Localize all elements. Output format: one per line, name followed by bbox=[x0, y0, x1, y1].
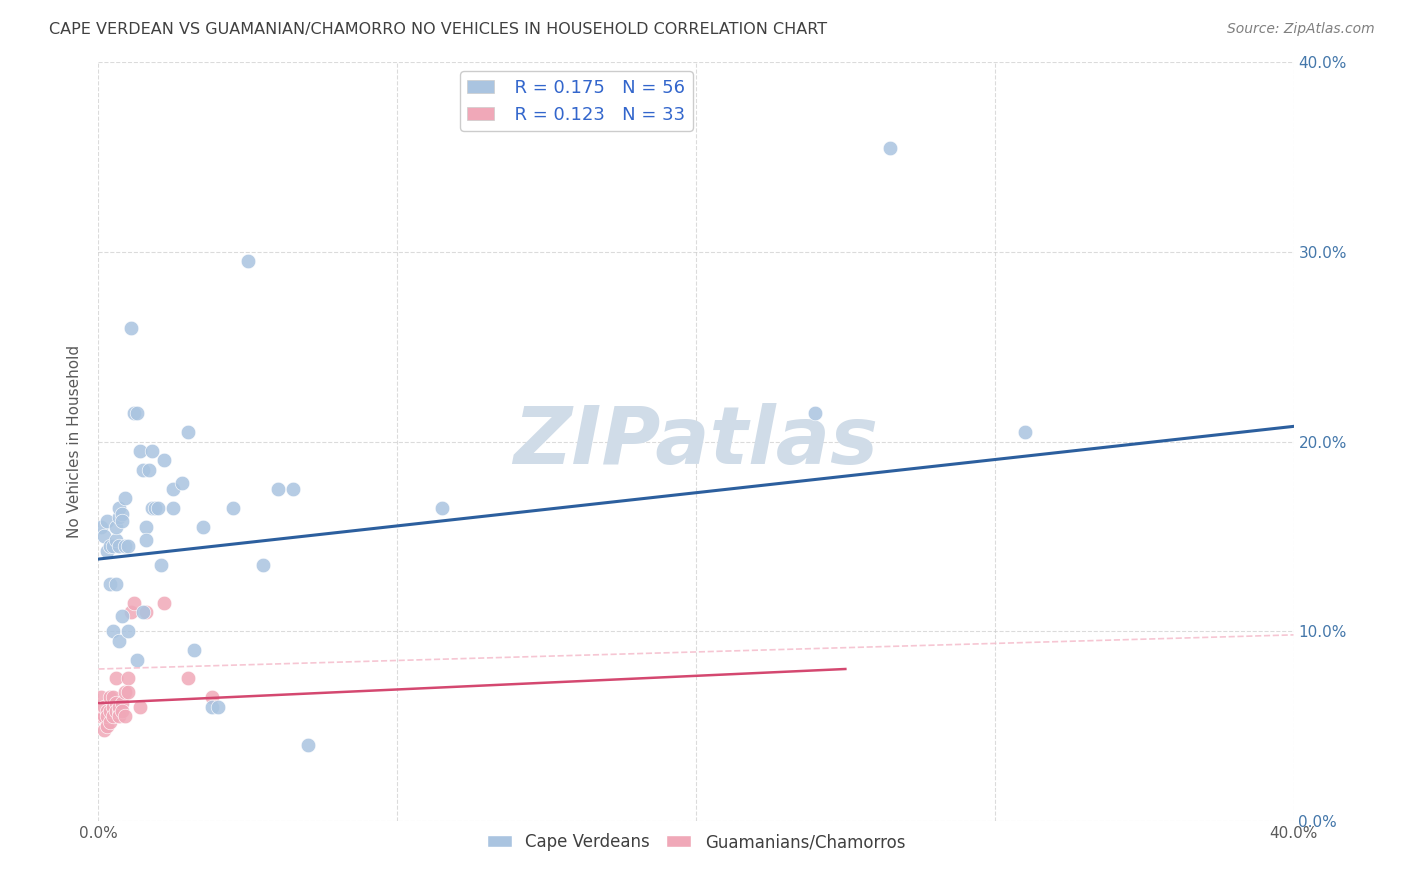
Point bbox=[108, 539, 131, 553]
Point bbox=[141, 500, 163, 515]
Point bbox=[120, 320, 142, 334]
Point bbox=[153, 596, 176, 610]
Point bbox=[105, 520, 128, 534]
Point bbox=[96, 544, 118, 558]
Point bbox=[132, 463, 155, 477]
Point bbox=[148, 500, 170, 515]
Point bbox=[105, 576, 128, 591]
Point bbox=[108, 510, 131, 524]
Point bbox=[114, 539, 136, 553]
Point bbox=[183, 643, 205, 657]
Point bbox=[111, 696, 134, 710]
Point bbox=[135, 533, 157, 548]
Point bbox=[114, 709, 136, 723]
Point bbox=[153, 453, 176, 467]
Point bbox=[96, 709, 118, 723]
Point bbox=[114, 491, 136, 506]
Point bbox=[120, 605, 142, 619]
Point bbox=[96, 719, 118, 733]
Point bbox=[90, 709, 112, 723]
Point bbox=[162, 482, 184, 496]
Point bbox=[201, 699, 224, 714]
Point bbox=[879, 141, 901, 155]
Point bbox=[108, 500, 131, 515]
Point bbox=[105, 672, 128, 686]
Legend: Cape Verdeans, Guamanians/Chamorros: Cape Verdeans, Guamanians/Chamorros bbox=[479, 827, 912, 858]
Point bbox=[804, 406, 827, 420]
Point bbox=[162, 500, 184, 515]
Text: Source: ZipAtlas.com: Source: ZipAtlas.com bbox=[1227, 22, 1375, 37]
Point bbox=[267, 482, 290, 496]
Point bbox=[117, 672, 139, 686]
Point bbox=[222, 500, 245, 515]
Point bbox=[103, 539, 125, 553]
Point bbox=[90, 690, 112, 705]
Point bbox=[96, 704, 118, 718]
Point bbox=[129, 699, 152, 714]
Point bbox=[1014, 425, 1036, 439]
Point bbox=[117, 624, 139, 639]
Point bbox=[127, 406, 149, 420]
Text: ZIPatlas: ZIPatlas bbox=[513, 402, 879, 481]
Point bbox=[108, 633, 131, 648]
Point bbox=[98, 539, 122, 553]
Point bbox=[93, 699, 115, 714]
Point bbox=[124, 406, 146, 420]
Point bbox=[98, 704, 122, 718]
Point bbox=[150, 558, 173, 572]
Point bbox=[117, 539, 139, 553]
Point bbox=[124, 596, 146, 610]
Point bbox=[90, 520, 112, 534]
Point bbox=[105, 696, 128, 710]
Point bbox=[135, 520, 157, 534]
Point bbox=[103, 624, 125, 639]
Point bbox=[108, 699, 131, 714]
Point bbox=[141, 444, 163, 458]
Point bbox=[108, 704, 131, 718]
Point bbox=[127, 652, 149, 666]
Point bbox=[98, 576, 122, 591]
Point bbox=[103, 690, 125, 705]
Point bbox=[111, 514, 134, 528]
Point bbox=[103, 699, 125, 714]
Point bbox=[117, 685, 139, 699]
Point bbox=[111, 704, 134, 718]
Text: CAPE VERDEAN VS GUAMANIAN/CHAMORRO NO VEHICLES IN HOUSEHOLD CORRELATION CHART: CAPE VERDEAN VS GUAMANIAN/CHAMORRO NO VE… bbox=[49, 22, 827, 37]
Point bbox=[98, 690, 122, 705]
Point bbox=[93, 529, 115, 543]
Point bbox=[105, 533, 128, 548]
Point bbox=[96, 514, 118, 528]
Point bbox=[201, 690, 224, 705]
Point bbox=[236, 254, 259, 268]
Point bbox=[105, 704, 128, 718]
Point bbox=[108, 709, 131, 723]
Point bbox=[138, 463, 160, 477]
Point bbox=[172, 476, 194, 491]
Point bbox=[297, 738, 319, 752]
Point bbox=[98, 715, 122, 730]
Point bbox=[93, 709, 115, 723]
Point bbox=[114, 685, 136, 699]
Point bbox=[207, 699, 229, 714]
Point bbox=[103, 709, 125, 723]
Point bbox=[93, 723, 115, 737]
Point bbox=[111, 609, 134, 624]
Point bbox=[430, 500, 453, 515]
Point bbox=[281, 482, 304, 496]
Point bbox=[143, 500, 166, 515]
Point bbox=[191, 520, 214, 534]
Point bbox=[177, 672, 200, 686]
Point bbox=[132, 605, 155, 619]
Point bbox=[129, 444, 152, 458]
Point bbox=[252, 558, 274, 572]
Point bbox=[111, 507, 134, 521]
Point bbox=[135, 605, 157, 619]
Y-axis label: No Vehicles in Household: No Vehicles in Household bbox=[67, 345, 83, 538]
Point bbox=[177, 425, 200, 439]
